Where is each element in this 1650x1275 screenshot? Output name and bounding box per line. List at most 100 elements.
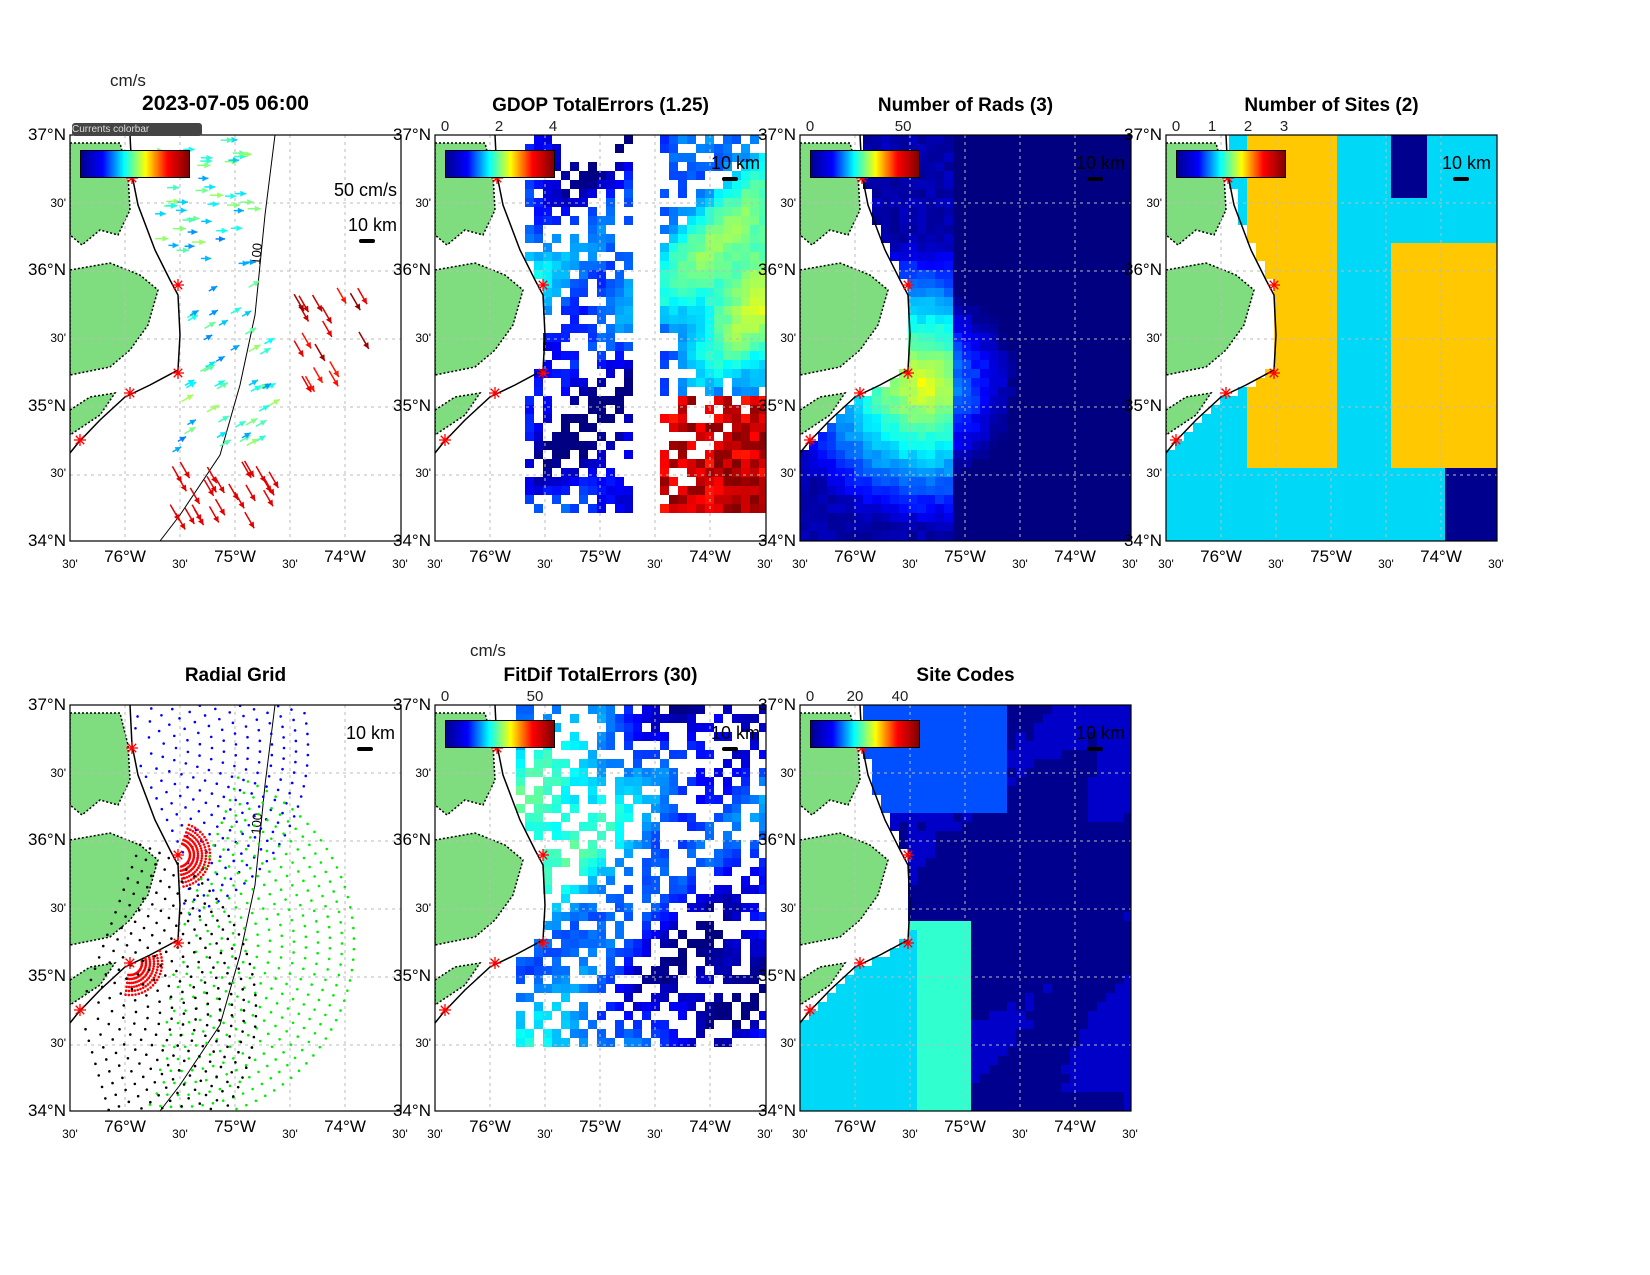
grid-cell [1445,225,1454,234]
grid-cell [1319,207,1328,216]
grid-cell [678,153,687,162]
grid-cell [1043,153,1052,162]
grid-cell [944,153,953,162]
grid-cell [759,378,766,387]
grid-cell [1454,369,1463,378]
grid-cell [1328,243,1337,252]
grid-cell [759,342,766,351]
radial-grid-point [210,932,213,936]
grid-cell [1256,522,1265,531]
grid-cell [989,288,998,297]
grid-cell [971,414,980,423]
grid-cell [1319,351,1328,360]
radial-grid-point [262,1019,266,1022]
grid-cell [926,279,935,288]
radial-grid-point [242,1009,246,1012]
colorbar [445,150,555,178]
grid-cell [1472,333,1481,342]
grid-cell [732,306,741,315]
grid-cell [800,468,809,477]
y-tick-label: 35°N [758,395,796,415]
current-vector [238,260,249,267]
grid-cell [953,306,962,315]
grid-cell [1292,342,1301,351]
site-marker-icon [854,387,866,399]
grid-cell [1427,423,1436,432]
grid-cell [1391,144,1400,153]
grid-cell [1007,414,1016,423]
radial-grid-point [220,937,224,940]
grid-cell [1391,297,1400,306]
grid-cell [953,432,962,441]
grid-cell [1193,486,1202,495]
grid-cell [1319,243,1328,252]
current-vector [230,344,240,351]
grid-cell [953,414,962,423]
grid-cell [1319,315,1328,324]
grid-cell [1052,216,1061,225]
grid-cell [1079,135,1088,144]
radial-grid-point [176,985,180,989]
grid-cell [935,234,944,243]
radial-grid-point [168,1028,172,1031]
grid-cell [606,180,615,189]
grid-cell [1391,171,1400,180]
grid-cell [1025,477,1034,486]
grid-cell [989,207,998,216]
grid-cell [1400,135,1409,144]
radial-grid-point [266,711,269,715]
grid-cell [1061,333,1070,342]
radial-grid-point [298,815,302,818]
grid-cell [1373,369,1382,378]
grid-cell [1088,297,1097,306]
grid-cell [971,468,980,477]
grid-cell [1355,486,1364,495]
grid-cell [678,288,687,297]
grid-cell [1256,504,1265,513]
y-tick-label: 34°N [28,531,66,550]
radial-grid-point [260,1082,264,1086]
grid-cell [1436,207,1445,216]
grid-cell [863,522,872,531]
grid-cell [1025,360,1034,369]
radial-grid-point [234,906,238,909]
grid-cell [944,504,953,513]
current-vector [208,285,218,292]
radial-grid-point [151,983,155,987]
grid-cell [1445,333,1454,342]
grid-cell [750,162,759,171]
grid-cell [980,324,989,333]
grid-cell [1427,216,1436,225]
grid-cell [1310,531,1319,540]
grid-cell [1115,144,1124,153]
radial-grid-point [142,926,146,930]
y-tick-label: 37°N [758,125,796,144]
grid-cell [1043,180,1052,189]
grid-cell [1409,234,1418,243]
grid-cell [1490,351,1497,360]
grid-cell [732,288,741,297]
grid-cell [543,135,552,144]
grid-cell [723,234,732,243]
radial-grid-point [149,986,152,989]
radial-grid-point [252,966,256,970]
grid-cell [989,396,998,405]
grid-cell [1097,360,1106,369]
grid-cell [1070,387,1079,396]
grid-cell [944,216,953,225]
grid-cell [935,324,944,333]
radial-grid-point [172,973,175,976]
grid-cell [624,324,633,333]
grid-cell [687,135,696,144]
grid-cell [696,297,705,306]
grid-cell [1490,504,1497,513]
radial-grid-point [122,1016,125,1019]
grid-cell [980,486,989,495]
grid-cell [1346,459,1355,468]
grid-cell [809,486,818,495]
radial-grid-point [150,978,154,982]
grid-cell [1373,261,1382,270]
grid-cell [1115,405,1124,414]
grid-cell [980,387,989,396]
grid-cell [1364,486,1373,495]
